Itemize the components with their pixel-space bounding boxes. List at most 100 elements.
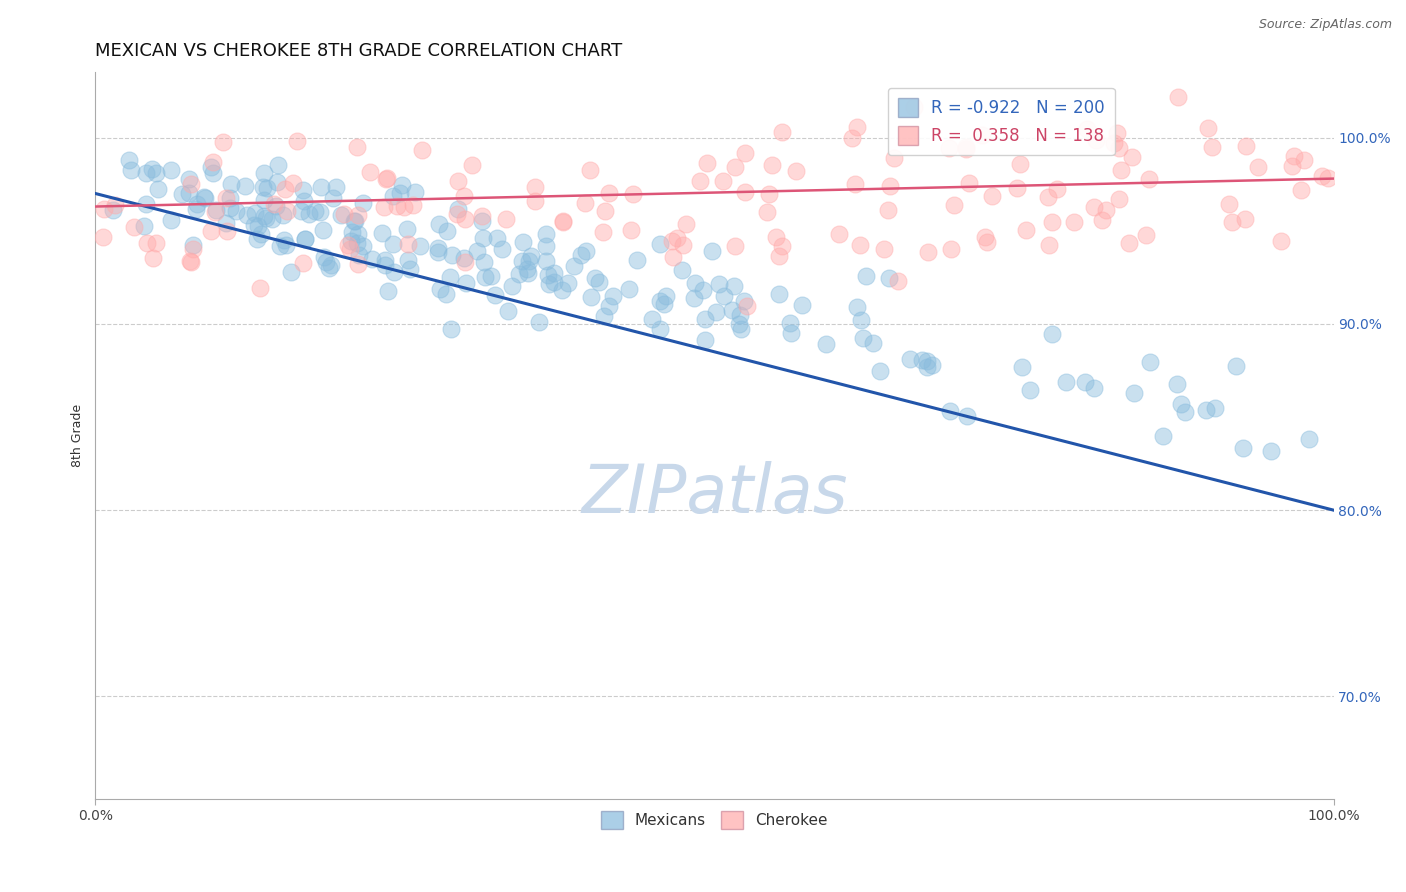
Point — [1260, 443, 1282, 458]
Point — [512, 235, 534, 249]
Point — [287, 134, 309, 148]
Point — [501, 279, 523, 293]
Point — [120, 162, 142, 177]
Point — [103, 202, 125, 217]
Point — [402, 198, 425, 212]
Point — [436, 224, 458, 238]
Point — [202, 155, 225, 169]
Point — [246, 232, 269, 246]
Point — [557, 276, 579, 290]
Point — [915, 360, 938, 375]
Point — [446, 202, 468, 216]
Point — [510, 253, 533, 268]
Point — [343, 213, 366, 227]
Point — [974, 230, 997, 244]
Point — [280, 265, 302, 279]
Point — [1083, 200, 1105, 214]
Point — [396, 222, 419, 236]
Point — [322, 191, 344, 205]
Point — [429, 282, 451, 296]
Point — [465, 244, 488, 258]
Point — [291, 182, 314, 196]
Point — [671, 263, 693, 277]
Point — [887, 274, 910, 288]
Point — [700, 244, 723, 258]
Point — [917, 244, 939, 259]
Point — [212, 136, 235, 150]
Point — [733, 294, 755, 309]
Text: ZIPatlas: ZIPatlas — [581, 461, 848, 527]
Point — [523, 194, 546, 208]
Point — [1040, 326, 1063, 341]
Point — [333, 207, 356, 221]
Point — [374, 253, 396, 268]
Point — [346, 235, 368, 250]
Point — [132, 219, 155, 234]
Point — [311, 223, 333, 237]
Point — [543, 266, 565, 280]
Point — [939, 403, 962, 417]
Point — [485, 231, 508, 245]
Point — [460, 157, 482, 171]
Point — [877, 271, 900, 285]
Point — [1007, 181, 1029, 195]
Point — [426, 240, 449, 254]
Point — [683, 276, 706, 290]
Point — [346, 208, 368, 222]
Point — [204, 205, 226, 219]
Point — [145, 166, 167, 180]
Point — [373, 200, 395, 214]
Point — [170, 186, 193, 201]
Point — [780, 326, 803, 340]
Point — [447, 174, 470, 188]
Point — [160, 212, 183, 227]
Point — [520, 249, 543, 263]
Point — [382, 265, 405, 279]
Point — [707, 277, 730, 291]
Point — [180, 255, 202, 269]
Point — [181, 243, 204, 257]
Point — [620, 223, 643, 237]
Point — [124, 220, 146, 235]
Point — [274, 182, 297, 196]
Point — [768, 286, 790, 301]
Point — [734, 185, 756, 199]
Point — [666, 230, 689, 244]
Point — [391, 178, 413, 192]
Point — [200, 160, 222, 174]
Point — [508, 267, 530, 281]
Point — [135, 197, 157, 211]
Point — [1139, 171, 1161, 186]
Point — [734, 146, 756, 161]
Point — [1247, 160, 1270, 174]
Point — [765, 229, 787, 244]
Point — [312, 250, 335, 264]
Point — [536, 239, 558, 253]
Point — [1011, 360, 1033, 375]
Point — [981, 189, 1004, 203]
Point — [1204, 401, 1226, 416]
Point — [440, 248, 463, 262]
Point — [1167, 89, 1189, 103]
Point — [1038, 238, 1060, 252]
Point — [915, 354, 938, 368]
Point — [723, 279, 745, 293]
Point — [569, 248, 592, 262]
Point — [970, 128, 993, 142]
Point — [1108, 192, 1130, 206]
Point — [309, 205, 332, 219]
Point — [104, 197, 127, 211]
Point — [294, 194, 316, 208]
Point — [283, 176, 305, 190]
Point — [346, 139, 368, 153]
Point — [879, 178, 901, 193]
Point — [319, 258, 342, 272]
Point — [180, 178, 202, 192]
Point — [602, 289, 624, 303]
Point — [1170, 396, 1192, 410]
Point — [340, 234, 363, 248]
Point — [845, 120, 868, 135]
Point — [262, 212, 284, 227]
Point — [471, 209, 494, 223]
Point — [250, 227, 273, 241]
